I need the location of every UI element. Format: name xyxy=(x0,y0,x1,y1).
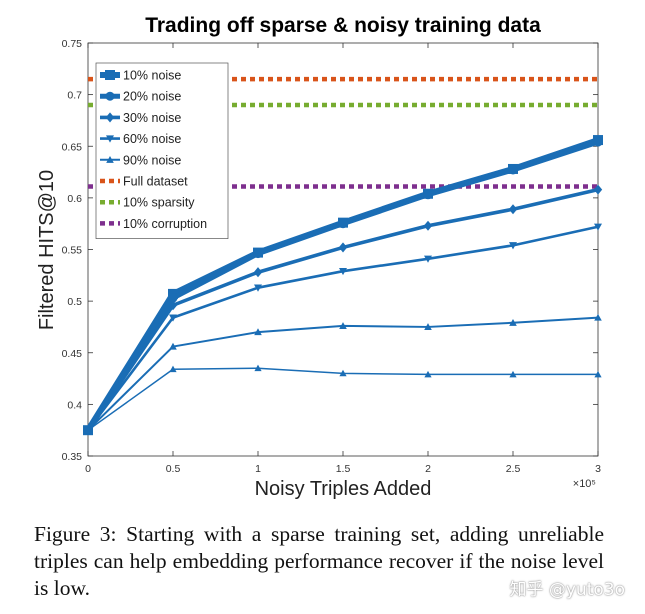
data-point xyxy=(339,369,347,377)
y-tick-label: 0.65 xyxy=(62,141,83,153)
legend-box xyxy=(95,62,229,239)
legend-label: 10% sparsity xyxy=(123,196,195,210)
data-point xyxy=(424,323,432,330)
data-point xyxy=(254,364,262,372)
x-axis-multiplier: ×10⁵ xyxy=(573,478,596,490)
x-tick-label: 2.5 xyxy=(506,463,521,475)
y-tick-label: 0.55 xyxy=(62,245,83,257)
data-point xyxy=(338,242,348,253)
data-point xyxy=(593,184,603,195)
legend-label: 60% noise xyxy=(123,132,181,146)
data-point xyxy=(168,300,178,311)
y-tick-label: 0.4 xyxy=(67,399,82,411)
data-point xyxy=(424,255,432,263)
data-point xyxy=(423,220,433,231)
x-tick-label: 3 xyxy=(595,463,601,475)
data-point xyxy=(339,267,347,276)
legend-label: 30% noise xyxy=(123,111,181,125)
data-point xyxy=(424,370,432,378)
legend-label: 20% noise xyxy=(123,90,181,104)
watermark: 知乎 @yuto3o xyxy=(509,580,625,600)
legend-marker xyxy=(105,70,115,80)
data-point xyxy=(169,342,177,350)
data-point xyxy=(594,370,602,378)
x-tick-label: 1 xyxy=(255,463,261,475)
data-point xyxy=(254,284,262,292)
data-point xyxy=(339,322,347,329)
line-chart: Trading off sparse & noisy training data… xyxy=(36,14,603,500)
y-tick-label: 0.6 xyxy=(67,193,82,205)
data-point xyxy=(423,190,433,200)
data-point xyxy=(168,293,178,303)
x-axis-label: Noisy Triples Added xyxy=(255,478,432,500)
data-point xyxy=(169,314,177,322)
data-point xyxy=(508,165,518,175)
x-tick-label: 0.5 xyxy=(166,463,181,475)
legend-label: 90% noise xyxy=(123,153,181,167)
figure-caption: Figure 3: Starting with a sparse trainin… xyxy=(34,522,604,600)
data-point xyxy=(253,249,263,259)
data-point xyxy=(254,328,262,336)
y-tick-label: 0.45 xyxy=(62,348,83,360)
x-tick-label: 2 xyxy=(425,463,431,475)
legend-label: 10% noise xyxy=(123,69,181,83)
y-axis-label: Filtered HITS@10 xyxy=(36,170,58,330)
data-point xyxy=(509,370,517,378)
data-point xyxy=(253,267,263,278)
data-point xyxy=(84,426,92,434)
y-tick-label: 0.7 xyxy=(67,90,82,102)
data-point xyxy=(594,313,602,321)
legend-marker xyxy=(106,156,114,163)
chart-title: Trading off sparse & noisy training data xyxy=(145,14,541,37)
data-point xyxy=(509,319,517,326)
data-point xyxy=(508,204,518,215)
y-tick-label: 0.75 xyxy=(62,38,83,50)
data-point xyxy=(509,242,517,250)
legend-marker xyxy=(105,91,115,101)
x-tick-label: 0 xyxy=(85,463,91,475)
y-tick-label: 0.35 xyxy=(62,451,83,463)
legend-label: 10% corruption xyxy=(123,217,207,231)
x-tick-label: 1.5 xyxy=(336,463,351,475)
series-line xyxy=(87,367,598,431)
legend-label: Full dataset xyxy=(123,175,188,189)
data-point xyxy=(169,365,177,373)
data-point xyxy=(338,219,348,229)
legend-marker xyxy=(105,112,115,123)
data-point xyxy=(594,223,602,231)
legend-marker xyxy=(106,135,114,143)
data-point xyxy=(593,137,603,147)
y-tick-label: 0.5 xyxy=(67,296,82,308)
